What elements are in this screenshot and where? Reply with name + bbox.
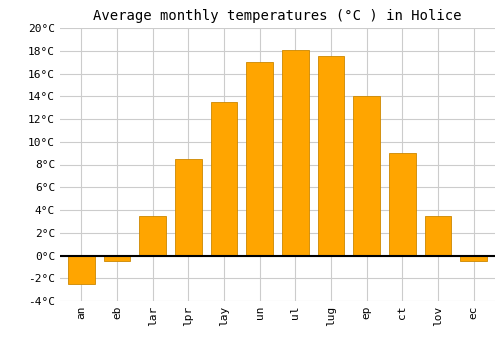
Bar [424, 216, 452, 256]
Bar [175, 159, 202, 256]
Bar [246, 62, 273, 256]
Bar [460, 256, 487, 261]
Bar [354, 96, 380, 256]
Bar [104, 256, 130, 261]
Bar [389, 153, 415, 256]
Bar [210, 102, 238, 256]
Bar [140, 216, 166, 256]
Bar [318, 56, 344, 255]
Title: Average monthly temperatures (°C ) in Holice: Average monthly temperatures (°C ) in Ho… [93, 9, 462, 23]
Bar [68, 256, 95, 284]
Bar [282, 50, 308, 255]
